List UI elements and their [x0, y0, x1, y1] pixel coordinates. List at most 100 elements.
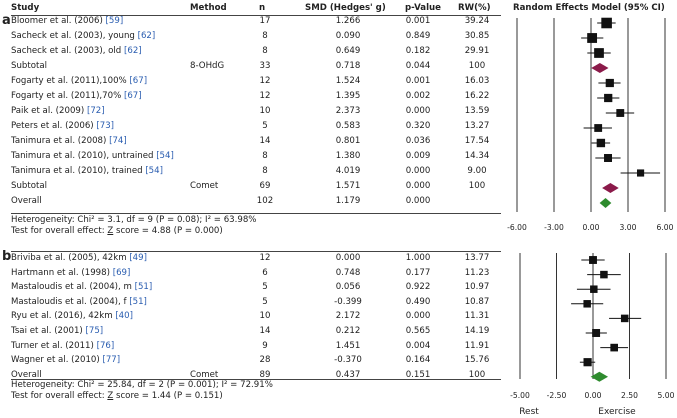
study-reference-link[interactable]: [67] — [129, 76, 148, 86]
p-cell: 0.001 — [405, 16, 431, 26]
study-reference-link[interactable]: [62] — [137, 31, 156, 41]
rw-cell: 30.85 — [464, 31, 490, 41]
study-label: Fogarty et al. (2011),100% [67] — [11, 76, 147, 87]
overall-diamond — [599, 198, 612, 208]
n-cell: 5 — [262, 296, 268, 307]
study-reference-link[interactable]: [74] — [109, 136, 127, 146]
rw-cell: 10.97 — [464, 282, 490, 293]
study-label: Ryu et al. (2016), 42km [40] — [11, 311, 133, 322]
n-cell: 12 — [259, 76, 271, 86]
n-cell: 69 — [259, 181, 271, 191]
study-reference-link[interactable]: [67] — [123, 91, 142, 101]
study-reference-link[interactable]: [59] — [105, 16, 124, 26]
smd-cell: 0.000 — [335, 253, 361, 263]
rw-cell: 11.91 — [464, 340, 490, 351]
study-name: Peters et al. (2006) — [11, 121, 97, 131]
study-marker — [594, 124, 603, 132]
study-reference-link[interactable]: [51] — [129, 296, 147, 307]
study-label: Fogarty et al. (2011),70% [67] — [11, 91, 142, 102]
p-cell: 0.036 — [405, 136, 431, 146]
study-name: Tanimura et al. (2010), trained — [11, 166, 146, 176]
study-reference-link[interactable]: [77] — [102, 355, 121, 366]
x-tick-label: 0.00 — [583, 223, 600, 232]
subtotal-diamond — [602, 183, 619, 193]
study-name: Subtotal — [11, 61, 48, 71]
study-marker — [594, 48, 604, 58]
rw-cell: 11.31 — [464, 311, 490, 322]
study-name: Wagner et al. (2010) — [11, 355, 103, 366]
p-cell: 0.004 — [405, 340, 431, 351]
smd-cell: 1.395 — [335, 91, 361, 101]
rw-cell: 16.03 — [464, 76, 490, 86]
study-reference-link[interactable]: [49] — [129, 253, 147, 263]
header-p-value: p-Value — [405, 3, 441, 13]
study-label: Bloomer et al. (2006) [59] — [11, 16, 123, 27]
study-marker — [587, 33, 598, 43]
study-label: Wagner et al. (2010) [77] — [11, 355, 120, 366]
study-marker — [604, 154, 613, 162]
study-reference-link[interactable]: [72] — [86, 106, 105, 116]
smd-cell: 0.748 — [335, 267, 361, 278]
study-reference-link[interactable]: [69] — [112, 267, 131, 278]
favours-right-label: Exercise — [598, 407, 636, 417]
study-reference-link[interactable]: [76] — [96, 340, 115, 351]
p-cell: 0.490 — [405, 296, 431, 307]
smd-cell: 0.437 — [335, 369, 361, 380]
study-label: Turner et al. (2011) [76] — [11, 341, 114, 352]
study-name: Fogarty et al. (2011),70% — [11, 91, 124, 101]
study-marker — [605, 78, 614, 88]
study-reference-link[interactable]: [54] — [145, 166, 163, 176]
panel-a-overall-effect: Test for overall effect: Z score = 4.88 … — [11, 226, 223, 236]
x-tick-label: 0.00 — [585, 391, 602, 400]
p-cell: 0.001 — [405, 76, 431, 86]
study-reference-link[interactable]: [62] — [124, 46, 142, 56]
study-name: Overall — [11, 369, 42, 380]
study-label: Hartmann et al. (1998) [69] — [11, 268, 130, 279]
rw-cell: 16.22 — [464, 91, 490, 101]
study-reference-link[interactable]: [51] — [134, 282, 153, 293]
rw-cell: 13.27 — [464, 121, 490, 131]
p-cell: 0.565 — [405, 326, 431, 336]
p-cell: 0.177 — [405, 267, 431, 278]
rw-cell: 14.34 — [464, 151, 490, 161]
p-cell: 0.151 — [405, 369, 431, 380]
rw-cell: 15.76 — [464, 355, 490, 366]
n-cell: 14 — [259, 326, 271, 336]
x-tick-label: -3.00 — [544, 223, 564, 232]
smd-cell: 0.718 — [335, 61, 361, 71]
rw-cell: 13.77 — [464, 253, 490, 263]
study-marker — [601, 17, 612, 29]
n-cell: 8 — [262, 166, 268, 176]
n-cell: 8 — [262, 151, 268, 161]
study-label: Subtotal — [11, 61, 47, 72]
study-name: Paik et al. (2009) — [11, 106, 87, 116]
study-reference-link[interactable]: [75] — [85, 326, 104, 336]
method-cell: Comet — [190, 181, 219, 191]
method-cell: 8-OHdG — [190, 61, 225, 71]
n-cell: 17 — [259, 16, 271, 26]
study-marker — [620, 314, 629, 323]
study-name: Subtotal — [11, 181, 48, 191]
study-reference-link[interactable]: [73] — [96, 121, 115, 131]
rw-cell: 14.19 — [464, 326, 490, 336]
p-cell: 0.000 — [405, 181, 431, 191]
rw-cell: 39.24 — [464, 16, 490, 26]
study-marker — [583, 300, 591, 308]
study-label: Tsai et al. (2001) [75] — [11, 326, 103, 337]
p-cell: 0.000 — [405, 311, 431, 322]
study-label: Sacheck et al. (2003), old [62] — [11, 46, 142, 57]
study-reference-link[interactable]: [40] — [115, 311, 133, 322]
study-name: Ryu et al. (2016), 42km — [11, 311, 116, 322]
n-cell: 33 — [259, 61, 271, 71]
study-label: Briviba et al. (2005), 42km [49] — [11, 253, 147, 264]
n-cell: 8 — [262, 46, 268, 56]
study-reference-link[interactable]: [54] — [156, 151, 174, 161]
study-name: Mastaloudis et al. (2004), m — [11, 282, 135, 293]
study-marker — [589, 256, 597, 264]
study-name: Fogarty et al. (2011),100% — [11, 76, 130, 86]
x-tick-label: -5.00 — [510, 391, 530, 400]
smd-cell: 1.571 — [335, 181, 361, 191]
study-label: Tanimura et al. (2008) [74] — [11, 136, 127, 147]
favours-left-label: Rest — [519, 407, 539, 417]
